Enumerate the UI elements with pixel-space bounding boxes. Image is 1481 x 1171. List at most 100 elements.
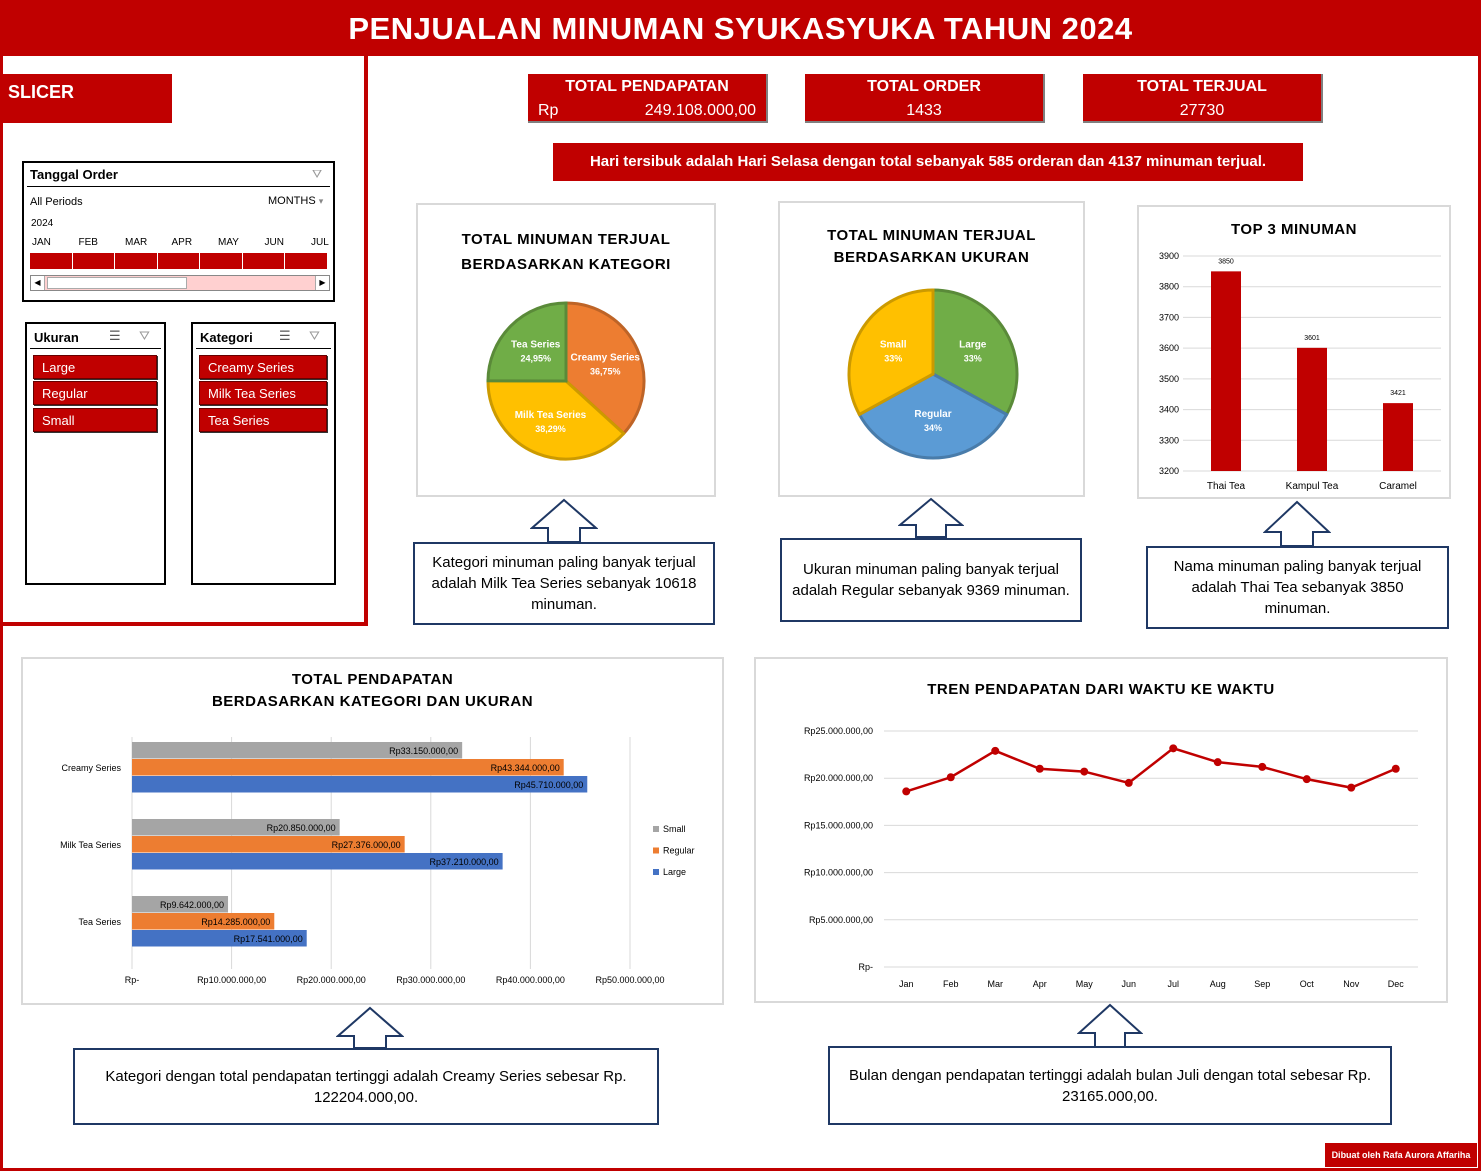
multi-select-icon[interactable]: ☰ xyxy=(279,328,291,343)
ukuran-item-small[interactable]: Small xyxy=(33,408,157,432)
bar xyxy=(132,742,463,759)
series-line xyxy=(905,746,1397,793)
x-tick-label: May xyxy=(1076,979,1094,989)
chart-title-line: TOTAL MINUMAN TERJUAL xyxy=(461,231,671,248)
data-point xyxy=(1080,767,1089,776)
note-pendapatan: Kategori dengan total pendapatan terting… xyxy=(73,1048,659,1125)
pie-slice-value: 33% xyxy=(884,353,902,363)
pie-slice-value: 33% xyxy=(964,353,982,363)
pie-slice xyxy=(486,379,626,461)
timeline-month-label: JUN xyxy=(264,237,284,248)
pie-slice xyxy=(486,301,568,383)
data-point xyxy=(1391,764,1400,773)
months-level-select[interactable]: MONTHS ▾ xyxy=(268,195,323,207)
scroll-thumb[interactable] xyxy=(47,277,187,289)
pie-kategori-chart: Creamy Series 36,75% Milk Tea Series 38,29%… xyxy=(486,301,646,461)
data-label: Rp9.642.000,00 xyxy=(160,900,224,910)
data-label: 3601 xyxy=(1304,335,1320,342)
clear-filter-icon[interactable]: ⛛ xyxy=(309,328,320,343)
timeline-month-cell[interactable] xyxy=(158,253,201,269)
clear-filter-icon[interactable]: ⛛ xyxy=(312,167,323,181)
timeline-month-label: JUL xyxy=(311,237,329,248)
timeline-scrollbar[interactable]: ◀ ▶ xyxy=(30,275,330,291)
x-tick-label: Caramel xyxy=(1379,481,1417,492)
ukuran-item-regular[interactable]: Regular xyxy=(33,381,157,405)
timeline-month-label: APR xyxy=(171,237,193,248)
kategori-item-creamy-series[interactable]: Creamy Series xyxy=(199,355,327,379)
timeline-month-cell[interactable] xyxy=(30,253,73,269)
kategori-item-tea-series[interactable]: Tea Series xyxy=(199,408,327,432)
timeline-month-label: MAR xyxy=(125,237,148,248)
kpi-label: TOTAL TERJUAL xyxy=(1137,78,1267,95)
timeline-year: 2024 xyxy=(31,218,54,229)
pie-slice-label: Tea Series xyxy=(511,340,561,351)
scroll-left-icon[interactable]: ◀ xyxy=(31,276,45,290)
chart-title-line: BERDASARKAN KATEGORI DAN UKURAN xyxy=(211,693,534,710)
bar xyxy=(1297,347,1327,471)
data-point xyxy=(1035,764,1044,773)
ukuran-item-large[interactable]: Large xyxy=(33,355,157,379)
top3-bar-chart: 3200 3300 3400 3500 3600 3700 3800 3900 3850 Thai… xyxy=(1159,251,1441,492)
data-label: Rp17.541.000,00 xyxy=(234,934,303,944)
scroll-right-icon[interactable]: ▶ xyxy=(315,276,329,290)
multi-select-icon[interactable]: ☰ xyxy=(109,328,121,343)
x-tick-label: Jan xyxy=(899,979,914,989)
x-tick-label: Aug xyxy=(1210,979,1226,989)
data-label: Rp43.344.000,00 xyxy=(491,763,560,773)
pie-slice-label: Small xyxy=(880,339,907,350)
kpi-total-order: TOTAL ORDER 1433 xyxy=(805,74,1045,123)
note-kategori: Kategori minuman paling banyak terjual a… xyxy=(413,542,715,625)
y-tick-label: 3500 xyxy=(1159,374,1179,384)
date-timeline-slicer[interactable]: Tanggal Order ⛛ All Periods MONTHS ▾ 202… xyxy=(22,161,335,302)
chart-title-line: TOTAL MINUMAN TERJUAL xyxy=(827,227,1036,244)
timeline-month-cell[interactable] xyxy=(115,253,158,269)
x-tick-label: Rp50.000.000,00 xyxy=(595,975,664,985)
slicer-header: SLICER xyxy=(3,74,172,123)
data-label: 3421 xyxy=(1390,390,1406,397)
kpi-prefix: Rp xyxy=(538,102,559,119)
x-tick-label: Mar xyxy=(988,979,1004,989)
bar xyxy=(132,776,588,793)
data-point xyxy=(1258,762,1267,771)
legend-label: Regular xyxy=(663,846,695,856)
kategori-item-milk-tea-series[interactable]: Milk Tea Series xyxy=(199,381,327,405)
timeline-month-label: MAY xyxy=(218,237,239,248)
x-tick-label: Nov xyxy=(1343,979,1360,989)
legend-swatch xyxy=(653,826,659,832)
kategori-slicer-title: Kategori xyxy=(200,330,253,345)
data-point xyxy=(1213,758,1222,767)
timeline-title: Tanggal Order xyxy=(30,167,118,182)
data-label: Rp27.376.000,00 xyxy=(332,840,401,850)
months-level-label: MONTHS xyxy=(268,195,316,207)
legend-label: Small xyxy=(663,824,686,834)
x-tick-label: Rp40.000.000,00 xyxy=(496,975,565,985)
pendapatan-card: TOTAL PENDAPATAN BERDASARKAN KATEGORI DA… xyxy=(21,657,724,1005)
clear-filter-icon[interactable]: ⛛ xyxy=(139,328,150,343)
data-point xyxy=(902,787,911,796)
timeline-month-bar[interactable] xyxy=(30,253,329,269)
pie-slice-value: 24,95% xyxy=(520,354,551,364)
note-tren: Bulan dengan pendapatan tertinggi adalah… xyxy=(828,1046,1392,1125)
chevron-down-icon: ▾ xyxy=(318,196,324,206)
up-arrow-icon xyxy=(898,497,964,538)
chart-title-line: TOTAL PENDAPATAN xyxy=(291,671,454,688)
x-tick-label: Oct xyxy=(1300,979,1315,989)
ukuran-slicer-title: Ukuran xyxy=(34,330,79,345)
timeline-month-cell[interactable] xyxy=(200,253,243,269)
chart-title: TOTAL MINUMAN TERJUAL BERDASARKAN KATEGO… xyxy=(418,229,714,276)
bar xyxy=(132,853,503,870)
kpi-label: TOTAL ORDER xyxy=(867,78,981,95)
bar xyxy=(132,836,405,853)
timeline-month-labels: JAN FEB MAR APR MAY JUN JUL xyxy=(30,237,330,251)
bar xyxy=(132,819,340,836)
bar xyxy=(132,913,275,930)
timeline-month-cell[interactable] xyxy=(285,253,329,269)
bar xyxy=(1383,403,1413,471)
y-tick-label: 3300 xyxy=(1159,435,1179,445)
data-label: Rp20.850.000,00 xyxy=(267,823,336,833)
timeline-month-cell[interactable] xyxy=(73,253,116,269)
chart-title: TOTAL PENDAPATAN BERDASARKAN KATEGORI DA… xyxy=(23,669,722,713)
y-tick-label: Creamy Series xyxy=(61,763,121,773)
tren-line-chart: Rp- Rp5.000.000,00 Rp10.000.000,00 Rp15.000… xyxy=(804,726,1418,989)
timeline-month-cell[interactable] xyxy=(243,253,286,269)
